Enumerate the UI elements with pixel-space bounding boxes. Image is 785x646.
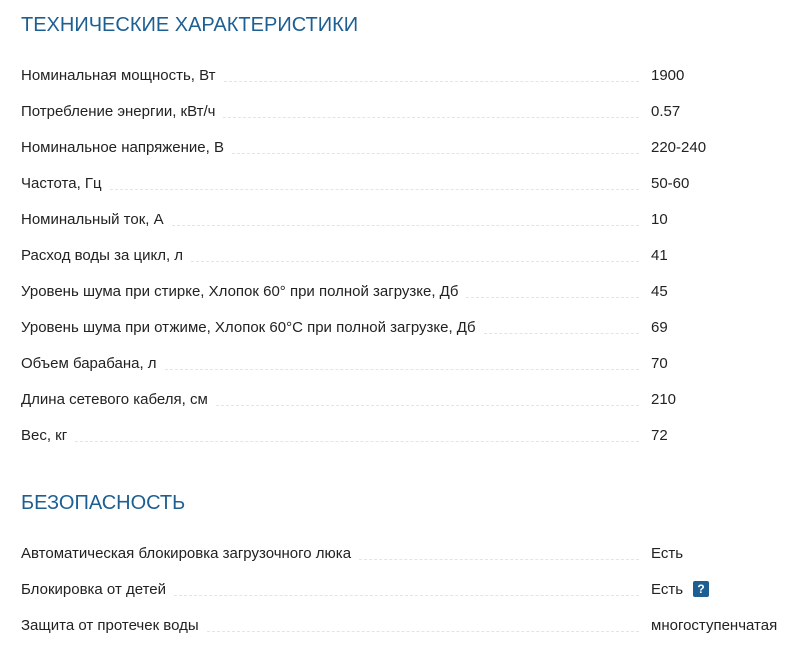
spec-value: 45 [651, 282, 668, 300]
dotted-leader [359, 558, 639, 560]
spec-value: 72 [651, 426, 668, 444]
spec-value: Есть [651, 544, 684, 562]
spec-value: 10 [651, 210, 668, 228]
spec-value-cell: многоступенчатая [651, 617, 785, 634]
spec-row: Номинальный ток, А 10 [21, 201, 785, 237]
dotted-leader [231, 152, 639, 154]
spec-value-cell: 220-240 [651, 139, 785, 156]
spec-label: Объем барабана, л [21, 354, 157, 372]
spec-row: Объем барабана, л 70 [21, 345, 785, 381]
dotted-leader [483, 332, 639, 334]
spec-value: 1900 [651, 66, 685, 84]
spec-row: Номинальное напряжение, В 220-240 [21, 129, 785, 165]
spec-value: 50-60 [651, 174, 690, 192]
spec-value-cell: 10 [651, 211, 785, 228]
spec-value-cell: 0.57 [651, 103, 785, 120]
section-title-safety: БЕЗОПАСНОСТЬ [21, 492, 186, 514]
help-icon[interactable]: ? [693, 581, 710, 597]
dotted-leader [206, 630, 639, 632]
spec-value-cell: 41 [651, 247, 785, 264]
section-title-tech: ТЕХНИЧЕСКИЕ ХАРАКТЕРИСТИКИ [21, 14, 359, 36]
spec-label: Блокировка от детей [21, 580, 167, 598]
spec-row: Потребление энергии, кВт/ч 0.57 [21, 93, 785, 129]
spec-label: Номинальное напряжение, В [21, 138, 224, 156]
spec-value-cell: 69 [651, 319, 785, 336]
spec-value: 41 [651, 246, 668, 264]
dotted-leader [75, 440, 639, 442]
spec-label: Уровень шума при отжиме, Хлопок 60°С при… [21, 318, 476, 336]
dotted-leader [174, 594, 639, 596]
tech-specs-list: Номинальная мощность, Вт 1900 Потребление … [21, 57, 785, 453]
spec-value: многоступенчатая [651, 616, 778, 634]
spec-row: Блокировка от детей Есть? [21, 571, 785, 607]
dotted-leader [191, 260, 639, 262]
spec-value-cell: Есть? [651, 581, 785, 598]
safety-specs-list: Автоматическая блокировка загрузочного л… [21, 535, 785, 643]
spec-value-cell: 210 [651, 391, 785, 408]
spec-label: Частота, Гц [21, 174, 102, 192]
spec-label: Расход воды за цикл, л [21, 246, 184, 264]
spec-row: Длина сетевого кабеля, см 210 [21, 381, 785, 417]
spec-row: Частота, Гц 50-60 [21, 165, 785, 201]
spec-row: Уровень шума при отжиме, Хлопок 60°С при… [21, 309, 785, 345]
spec-value-cell: 50-60 [651, 175, 785, 192]
spec-value-cell: 1900 [651, 67, 785, 84]
dotted-leader [223, 116, 639, 118]
spec-label: Защита от протечек воды [21, 616, 199, 634]
spec-label: Длина сетевого кабеля, см [21, 390, 208, 408]
spec-value-cell: 72 [651, 427, 785, 444]
dotted-leader [466, 296, 639, 298]
spec-label: Номинальная мощность, Вт [21, 66, 216, 84]
spec-row: Защита от протечек воды многоступенчатая [21, 607, 785, 643]
dotted-leader [109, 188, 639, 190]
spec-value: 69 [651, 318, 668, 336]
spec-row: Вес, кг 72 [21, 417, 785, 453]
spec-value-cell: Есть [651, 545, 785, 562]
spec-value: 210 [651, 390, 677, 408]
dotted-leader [215, 404, 639, 406]
spec-row: Автоматическая блокировка загрузочного л… [21, 535, 785, 571]
spec-value: 70 [651, 354, 668, 372]
dotted-leader [223, 80, 639, 82]
spec-value-cell: 45 [651, 283, 785, 300]
spec-value: Есть [651, 580, 684, 598]
spec-label: Автоматическая блокировка загрузочного л… [21, 544, 352, 562]
spec-label: Уровень шума при стирке, Хлопок 60° при … [21, 282, 459, 300]
spec-label: Номинальный ток, А [21, 210, 164, 228]
spec-label: Потребление энергии, кВт/ч [21, 102, 216, 120]
spec-row: Номинальная мощность, Вт 1900 [21, 57, 785, 93]
spec-row: Расход воды за цикл, л 41 [21, 237, 785, 273]
spec-value-cell: 70 [651, 355, 785, 372]
spec-row: Уровень шума при стирке, Хлопок 60° при … [21, 273, 785, 309]
spec-value: 0.57 [651, 102, 681, 120]
spec-value: 220-240 [651, 138, 707, 156]
dotted-leader [164, 368, 639, 370]
dotted-leader [171, 224, 639, 226]
spec-label: Вес, кг [21, 426, 68, 444]
